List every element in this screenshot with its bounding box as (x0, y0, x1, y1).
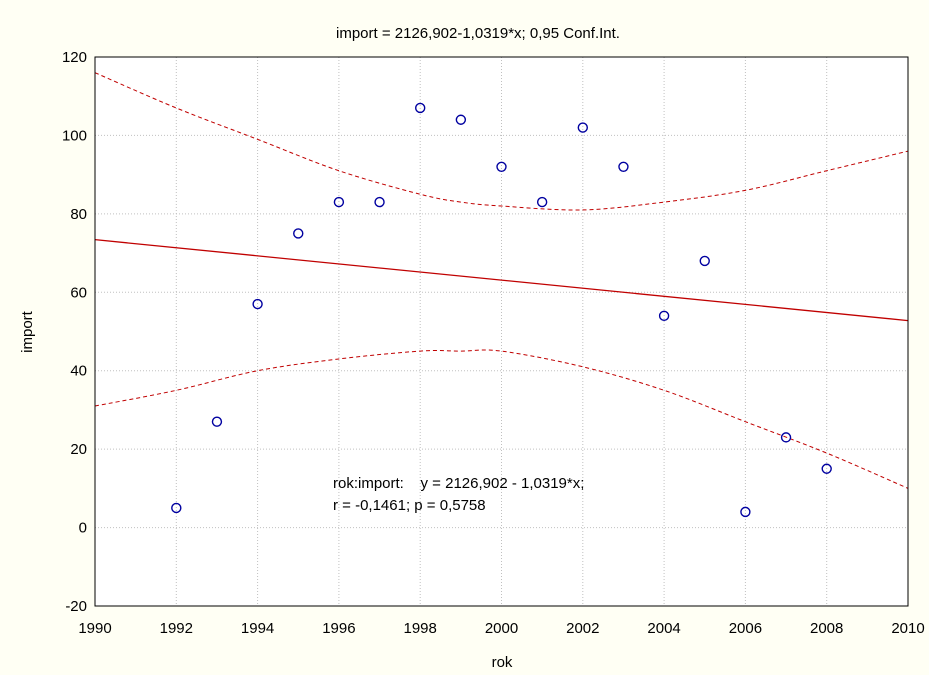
annotation-line-2: r = -0,1461; p = 0,5758 (333, 497, 486, 514)
x-tick-label: 2006 (729, 620, 762, 637)
x-tick-label: 2000 (485, 620, 518, 637)
x-tick-label: 2010 (891, 620, 924, 637)
x-tick-label: 1994 (241, 620, 274, 637)
regression-line-group (94, 239, 909, 322)
data-point (252, 298, 263, 310)
y-tick-label: 100 (62, 127, 87, 144)
plot-area (95, 57, 908, 606)
x-tick-label: 1992 (160, 620, 193, 637)
data-point (658, 310, 670, 322)
x-tick-label: 1990 (78, 620, 111, 637)
confidence-band-lower (94, 349, 909, 489)
data-point (536, 196, 548, 208)
annotation-line-1: rok:import: y = 2126,902 - 1,0319*x; (333, 475, 584, 492)
y-tick-label: 80 (70, 206, 87, 223)
y-tick-label: 0 (79, 520, 87, 537)
chart-title: import = 2126,902-1,0319*x; 0,95 Conf.In… (336, 25, 620, 42)
x-tick-label: 1998 (404, 620, 437, 637)
y-tick-label: -20 (65, 598, 87, 615)
x-tick-label: 1996 (322, 620, 355, 637)
data-point (780, 432, 792, 443)
y-axis-title: import (19, 310, 36, 353)
data-point (374, 196, 385, 208)
data-point (211, 416, 223, 427)
x-tick-label: 2004 (647, 620, 680, 637)
y-tick-label: 20 (70, 441, 87, 458)
data-point (293, 228, 304, 239)
x-tick-label: 2008 (810, 620, 843, 637)
x-tick-labels: 1990 1992 1994 1996 1998 2000 2002 2004 2006 2008… (78, 620, 924, 637)
x-tick-label: 2002 (566, 620, 599, 637)
confidence-band-upper (94, 72, 909, 211)
regression-line (94, 239, 909, 322)
y-tick-label: 60 (70, 284, 87, 301)
data-point (455, 114, 467, 125)
y-tick-labels: -20 0 20 40 60 80 100 120 (62, 49, 87, 615)
x-axis-title: rok (492, 654, 513, 671)
data-point (699, 255, 710, 267)
data-points (171, 102, 832, 518)
y-tick-label: 120 (62, 49, 87, 66)
data-point (496, 161, 507, 173)
data-point (333, 196, 345, 208)
data-point (740, 506, 751, 518)
data-point (415, 102, 426, 114)
plot-border (94, 56, 909, 607)
confidence-band (94, 72, 909, 489)
data-point (821, 463, 832, 474)
data-point (618, 161, 629, 173)
data-point (577, 122, 588, 133)
y-tick-label: 40 (70, 363, 87, 380)
data-point (171, 502, 182, 514)
